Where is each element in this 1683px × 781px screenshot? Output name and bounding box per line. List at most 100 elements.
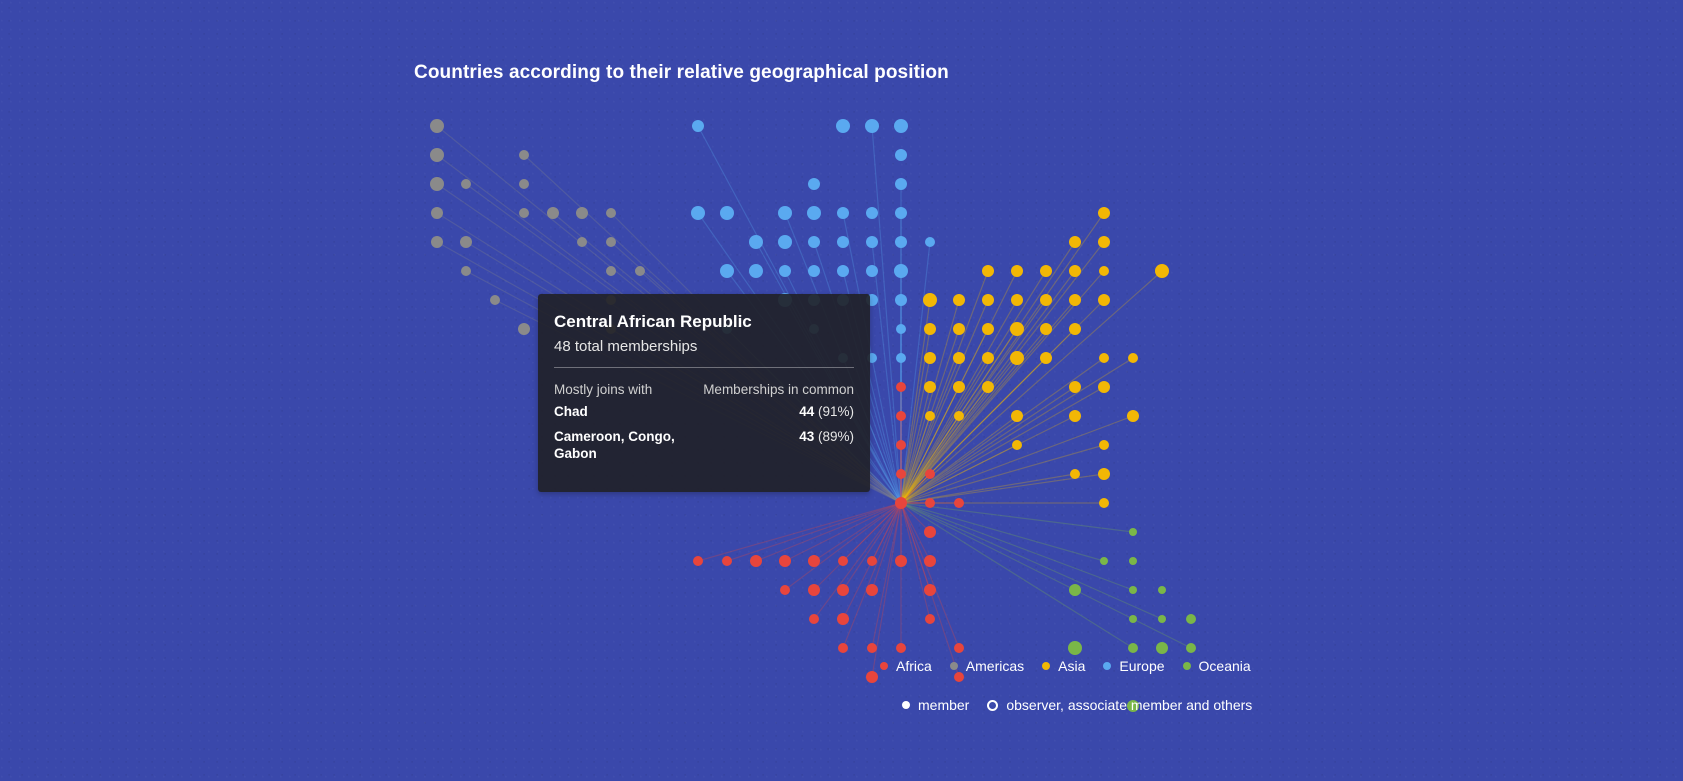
country-dot-asia[interactable] [923,293,937,307]
country-dot-africa[interactable] [895,497,907,509]
country-dot-africa[interactable] [779,555,791,567]
country-dot-americas[interactable] [519,179,529,189]
country-dot-africa[interactable] [837,613,849,625]
country-dot-americas[interactable] [430,148,444,162]
country-dot-asia[interactable] [1069,265,1081,277]
country-dot-europe[interactable] [720,264,734,278]
country-dot-oceania[interactable] [1129,557,1137,565]
country-dot-asia[interactable] [1040,323,1052,335]
country-dot-asia[interactable] [1069,294,1081,306]
country-dot-americas[interactable] [430,177,444,191]
country-dot-asia[interactable] [1099,353,1109,363]
country-dot-americas[interactable] [577,237,587,247]
country-dot-europe[interactable] [895,178,907,190]
country-dot-americas[interactable] [606,208,616,218]
country-dot-africa[interactable] [750,555,762,567]
country-dot-africa[interactable] [866,584,878,596]
country-dot-asia[interactable] [982,294,994,306]
legend-item-oceania[interactable]: Oceania [1182,658,1251,674]
country-dot-europe[interactable] [866,236,878,248]
country-dot-europe[interactable] [894,119,908,133]
country-dot-europe[interactable] [749,264,763,278]
country-dot-asia[interactable] [1011,265,1023,277]
country-dot-asia[interactable] [953,294,965,306]
country-dot-europe[interactable] [895,149,907,161]
country-dot-europe[interactable] [837,207,849,219]
country-dot-asia[interactable] [1012,440,1022,450]
country-dot-africa[interactable] [925,469,935,479]
country-dot-europe[interactable] [808,178,820,190]
country-dot-oceania[interactable] [1069,584,1081,596]
country-dot-africa[interactable] [924,526,936,538]
country-dot-africa[interactable] [954,672,964,682]
country-dot-europe[interactable] [720,206,734,220]
country-dot-americas[interactable] [518,323,530,335]
country-dot-americas[interactable] [461,179,471,189]
country-dot-africa[interactable] [954,643,964,653]
country-dot-africa[interactable] [924,584,936,596]
country-dot-europe[interactable] [778,206,792,220]
country-dot-asia[interactable] [953,381,965,393]
country-dot-asia[interactable] [1098,236,1110,248]
country-dot-americas[interactable] [606,237,616,247]
country-dot-africa[interactable] [808,555,820,567]
country-dot-oceania[interactable] [1186,643,1196,653]
country-dot-africa[interactable] [895,555,907,567]
country-dot-europe[interactable] [808,265,820,277]
country-dot-africa[interactable] [925,498,935,508]
country-dot-asia[interactable] [1069,323,1081,335]
country-dot-asia[interactable] [1069,381,1081,393]
country-dot-oceania[interactable] [1156,642,1168,654]
country-dot-asia[interactable] [924,323,936,335]
country-dot-africa[interactable] [809,614,819,624]
country-dot-oceania[interactable] [1158,615,1166,623]
country-dot-europe[interactable] [749,235,763,249]
country-dot-europe[interactable] [865,119,879,133]
country-dot-europe[interactable] [836,119,850,133]
country-dot-europe[interactable] [778,235,792,249]
country-dot-asia[interactable] [1011,294,1023,306]
country-dot-oceania[interactable] [1128,643,1138,653]
country-dot-asia[interactable] [1040,265,1052,277]
country-dot-africa[interactable] [837,584,849,596]
country-dot-europe[interactable] [925,237,935,247]
country-dot-oceania[interactable] [1100,557,1108,565]
country-dot-asia[interactable] [925,411,935,421]
country-dot-europe[interactable] [692,120,704,132]
country-dot-americas[interactable] [635,266,645,276]
country-dot-americas[interactable] [547,207,559,219]
country-dot-europe[interactable] [896,324,906,334]
country-dot-europe[interactable] [866,207,878,219]
country-dot-asia[interactable] [1098,294,1110,306]
country-dot-asia[interactable] [1099,440,1109,450]
country-dot-oceania[interactable] [1129,615,1137,623]
country-dot-americas[interactable] [519,150,529,160]
country-dot-africa[interactable] [896,411,906,421]
country-dot-africa[interactable] [722,556,732,566]
country-dot-africa[interactable] [808,584,820,596]
country-dot-oceania[interactable] [1158,586,1166,594]
country-dot-oceania[interactable] [1186,614,1196,624]
country-dot-asia[interactable] [1069,410,1081,422]
country-dot-asia[interactable] [1098,468,1110,480]
country-dot-africa[interactable] [896,469,906,479]
country-dot-africa[interactable] [924,555,936,567]
country-dot-africa[interactable] [867,556,877,566]
country-dot-africa[interactable] [867,643,877,653]
country-dot-europe[interactable] [894,264,908,278]
country-dot-asia[interactable] [953,352,965,364]
country-dot-asia[interactable] [1098,207,1110,219]
country-dot-asia[interactable] [982,265,994,277]
country-dot-africa[interactable] [866,671,878,683]
country-dot-oceania[interactable] [1068,641,1082,655]
country-dot-americas[interactable] [606,266,616,276]
country-dot-europe[interactable] [807,206,821,220]
country-dot-europe[interactable] [866,265,878,277]
country-dot-asia[interactable] [1098,381,1110,393]
country-dot-asia[interactable] [1127,410,1139,422]
country-dot-europe[interactable] [808,236,820,248]
legend-item-europe[interactable]: Europe [1103,658,1165,674]
country-dot-americas[interactable] [490,295,500,305]
country-dot-americas[interactable] [431,207,443,219]
country-dot-africa[interactable] [780,585,790,595]
